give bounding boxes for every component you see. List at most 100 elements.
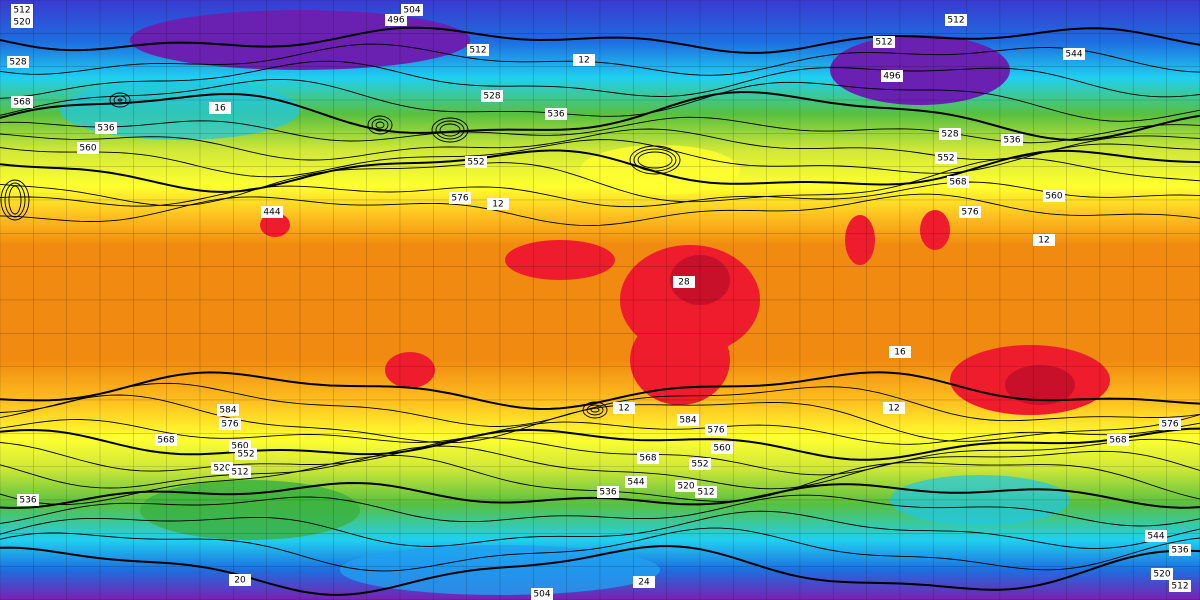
map-label: 512 bbox=[695, 486, 717, 498]
contour-ring bbox=[586, 404, 604, 416]
label-text: 536 bbox=[547, 110, 564, 120]
label-text: 536 bbox=[1003, 136, 1020, 146]
contour-ring bbox=[435, 120, 465, 140]
label-text: 568 bbox=[949, 178, 966, 188]
label-text: 512 bbox=[469, 46, 486, 56]
label-box bbox=[705, 424, 727, 436]
map-label: 544 bbox=[1145, 530, 1167, 542]
contour-line bbox=[0, 193, 1200, 227]
map-label: 568 bbox=[1107, 434, 1129, 446]
contour-line bbox=[0, 26, 1200, 54]
label-box bbox=[465, 156, 487, 168]
map-label: 528 bbox=[7, 56, 29, 68]
contour-ring bbox=[629, 145, 681, 175]
map-label: 512 bbox=[467, 44, 489, 56]
label-box bbox=[211, 462, 233, 474]
label-box bbox=[883, 402, 905, 414]
contour-line bbox=[0, 116, 1200, 144]
map-label: 28 bbox=[673, 276, 695, 288]
label-box bbox=[1001, 134, 1023, 146]
map-label: 528 bbox=[939, 128, 961, 140]
label-box bbox=[531, 588, 553, 600]
label-text: 12 bbox=[578, 56, 589, 66]
contour-line bbox=[0, 139, 1200, 178]
label-text: 576 bbox=[961, 208, 978, 218]
contour-line bbox=[0, 394, 1200, 444]
contour-line bbox=[0, 43, 1200, 76]
map-label: 16 bbox=[889, 346, 911, 358]
contour-line bbox=[0, 149, 1200, 193]
map-label: 520 bbox=[11, 16, 33, 28]
label-box bbox=[467, 44, 489, 56]
map-label: 528 bbox=[481, 90, 503, 102]
label-text: 504 bbox=[533, 590, 550, 600]
label-text: 28 bbox=[678, 278, 690, 288]
label-box bbox=[229, 574, 251, 586]
label-text: 576 bbox=[221, 420, 238, 430]
label-box bbox=[1033, 234, 1055, 246]
label-text: 528 bbox=[941, 130, 958, 140]
map-label: 20 bbox=[229, 574, 251, 586]
label-text: 512 bbox=[13, 6, 30, 16]
contour-line bbox=[0, 527, 1200, 572]
label-text: 512 bbox=[947, 16, 964, 26]
label-text: 568 bbox=[639, 454, 656, 464]
contour-line bbox=[0, 157, 1200, 207]
label-text: 536 bbox=[599, 488, 616, 498]
label-text: 576 bbox=[451, 194, 468, 204]
contour-line bbox=[0, 60, 1200, 99]
label-box bbox=[449, 192, 471, 204]
label-text: 584 bbox=[679, 416, 696, 426]
label-box bbox=[385, 14, 407, 26]
map-label: 496 bbox=[881, 70, 903, 82]
map-label: 12 bbox=[613, 402, 635, 414]
label-box bbox=[401, 4, 423, 16]
label-text: 536 bbox=[1171, 546, 1188, 556]
contour-ring bbox=[439, 123, 461, 137]
map-label: 536 bbox=[545, 108, 567, 120]
contour-line bbox=[0, 419, 1200, 445]
map-label: 24 bbox=[633, 576, 655, 588]
map-label: 552 bbox=[935, 152, 957, 164]
label-text: 584 bbox=[219, 406, 236, 416]
label-text: 520 bbox=[1153, 570, 1170, 580]
map-label: 504 bbox=[401, 4, 423, 16]
label-box bbox=[935, 152, 957, 164]
label-box bbox=[1151, 568, 1173, 580]
label-text: 12 bbox=[618, 404, 629, 414]
label-box bbox=[677, 414, 699, 426]
contour-ring bbox=[375, 121, 385, 129]
contour-line bbox=[0, 371, 1200, 411]
label-text: 496 bbox=[387, 16, 404, 26]
label-text: 552 bbox=[937, 154, 954, 164]
label-text: 12 bbox=[492, 200, 503, 210]
label-text: 568 bbox=[1109, 436, 1126, 446]
map-label: 12 bbox=[573, 54, 595, 66]
map-label: 576 bbox=[449, 192, 471, 204]
contour-ring bbox=[637, 151, 673, 169]
label-box bbox=[95, 122, 117, 134]
contour-line bbox=[0, 91, 1200, 141]
label-box bbox=[77, 142, 99, 154]
label-text: 520 bbox=[13, 18, 30, 28]
label-box bbox=[1107, 434, 1129, 446]
contour-line bbox=[0, 78, 1200, 122]
label-box bbox=[673, 276, 695, 288]
label-text: 560 bbox=[231, 442, 248, 452]
label-box bbox=[637, 452, 659, 464]
map-label: 568 bbox=[947, 176, 969, 188]
label-box bbox=[613, 402, 635, 414]
contour-line bbox=[0, 445, 1200, 490]
contour-ring bbox=[371, 118, 389, 132]
contour-ring bbox=[4, 182, 26, 218]
label-box bbox=[939, 128, 961, 140]
contour-line bbox=[0, 437, 1200, 476]
map-label: 444 bbox=[261, 206, 283, 218]
label-box bbox=[1169, 580, 1191, 592]
height-contours bbox=[0, 26, 1200, 596]
contour-ring bbox=[109, 92, 131, 108]
label-box bbox=[711, 442, 733, 454]
label-box bbox=[17, 494, 39, 506]
label-text: 560 bbox=[713, 444, 730, 454]
